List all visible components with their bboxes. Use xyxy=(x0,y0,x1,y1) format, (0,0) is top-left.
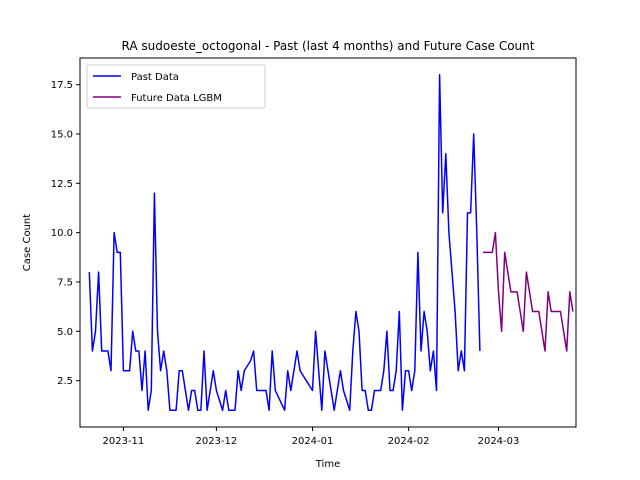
x-tick-label: 2024-02 xyxy=(388,436,430,447)
series-line-past-data xyxy=(88,74,481,411)
plot-area-frame xyxy=(79,57,577,428)
y-tick-label: 10.0 xyxy=(51,228,73,239)
chart-title: RA sudoeste_octogonal - Past (last 4 mon… xyxy=(122,39,535,53)
x-tick-label: 2023-11 xyxy=(103,436,145,447)
y-tick-label: 5.0 xyxy=(57,327,73,338)
y-axis-label: Case Count xyxy=(22,214,33,271)
legend-label-past: Past Data xyxy=(131,72,179,83)
x-tick-label: 2023-12 xyxy=(196,436,238,447)
legend: Past Data Future Data LGBM xyxy=(86,64,266,109)
x-tick-label: 2024-01 xyxy=(292,436,334,447)
y-tick-label: 17.5 xyxy=(51,80,73,91)
x-tick-label: 2024-03 xyxy=(478,436,520,447)
y-tick-label: 12.5 xyxy=(51,179,73,190)
y-tick-label: 15.0 xyxy=(51,129,73,140)
series-line-future-data-lgbm xyxy=(483,231,574,352)
y-tick-label: 2.5 xyxy=(57,376,73,387)
series-layer xyxy=(88,74,574,411)
x-axis: 2023-11 2023-12 2024-01 2024-02 2024-03 xyxy=(103,427,520,447)
y-tick-label: 7.5 xyxy=(57,277,73,288)
legend-box xyxy=(86,64,266,109)
legend-label-future: Future Data LGBM xyxy=(131,93,222,104)
y-axis: 2.5 5.0 7.5 10.0 12.5 15.0 17.5 xyxy=(51,80,80,387)
x-axis-label: Time xyxy=(315,459,340,470)
